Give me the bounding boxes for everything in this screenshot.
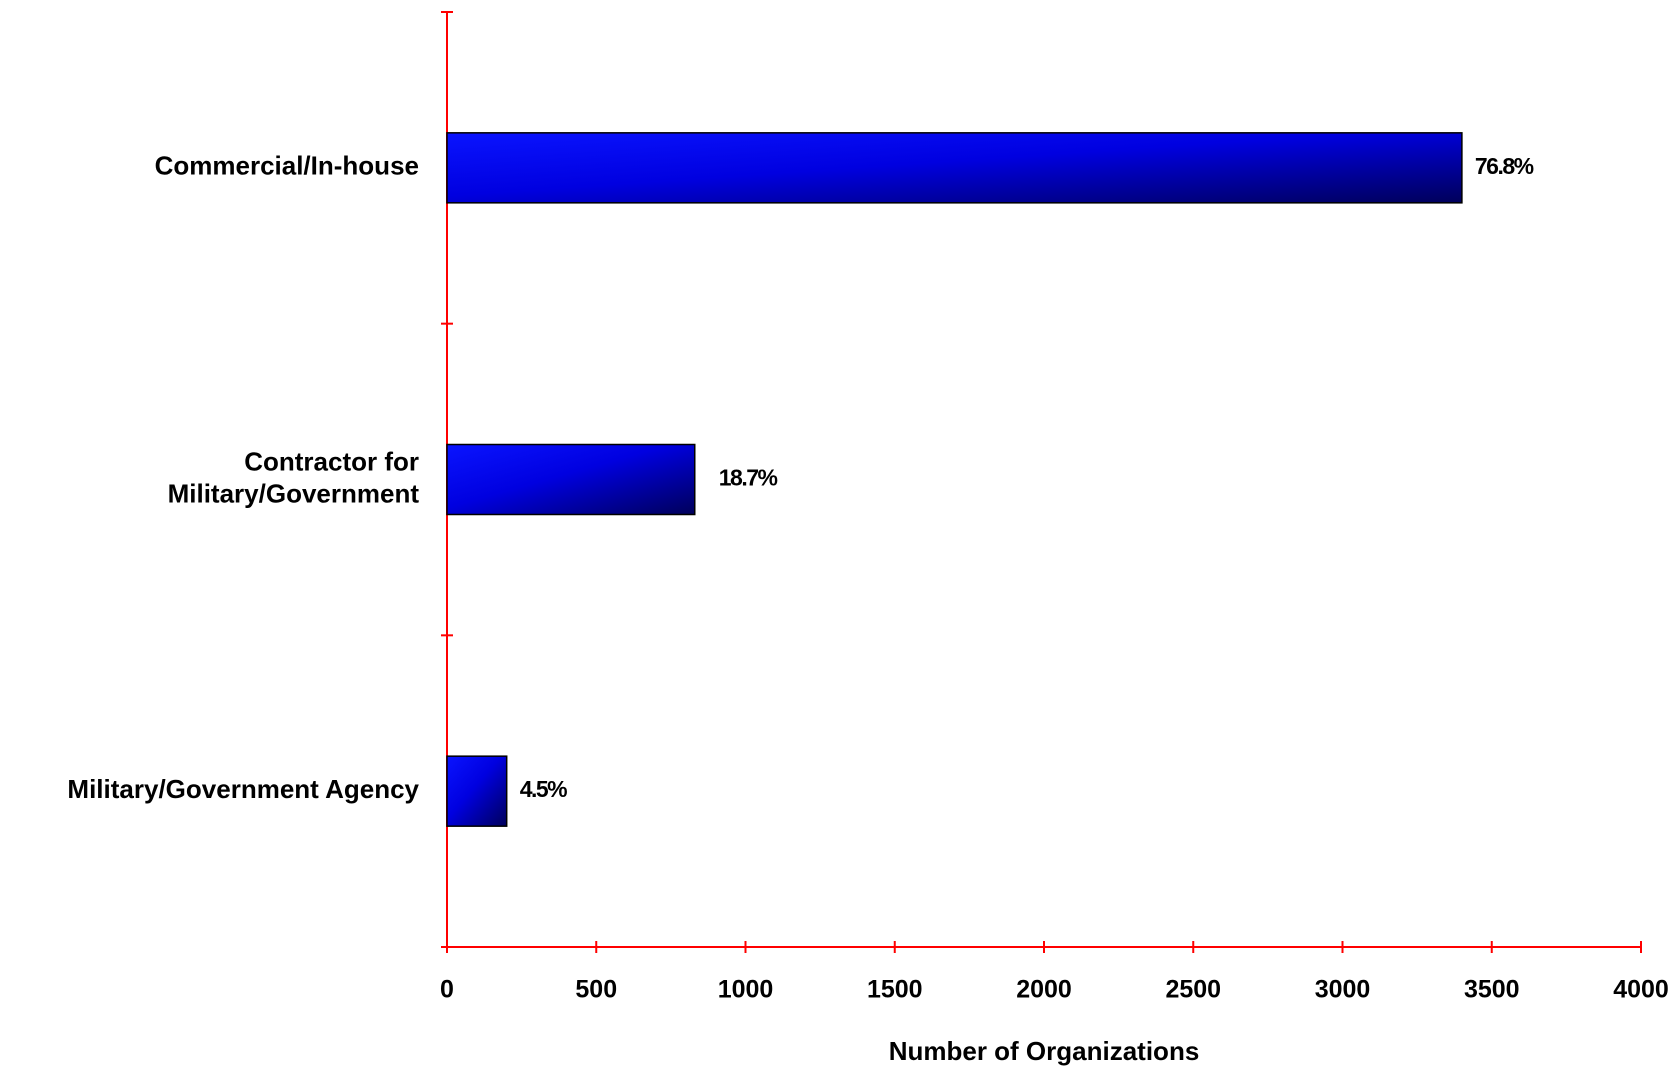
x-tick-label: 2000 [1016, 976, 1072, 1004]
category-label: Contractor for Military/Government [168, 446, 420, 508]
bar [446, 755, 508, 827]
value-label: 18.7% [719, 465, 778, 491]
value-label: 76.8% [1475, 153, 1534, 179]
x-tick-label: 3000 [1315, 976, 1371, 1004]
bar [446, 443, 696, 516]
value-label: 4.5% [520, 776, 567, 802]
category-label: Commercial/In-house [155, 151, 419, 181]
x-tick-label: 0 [440, 976, 454, 1004]
x-tick-label: 2500 [1165, 976, 1221, 1004]
bar [446, 132, 1463, 204]
x-tick-label: 1000 [718, 976, 774, 1004]
x-axis-title: Number of Organizations [889, 1036, 1200, 1066]
x-tick-label: 1500 [867, 976, 923, 1004]
x-tick-label: 500 [575, 976, 617, 1004]
x-tick-label: 3500 [1464, 976, 1520, 1004]
category-label: Military/Government Agency [67, 774, 419, 804]
x-tick-label: 4000 [1613, 976, 1669, 1004]
